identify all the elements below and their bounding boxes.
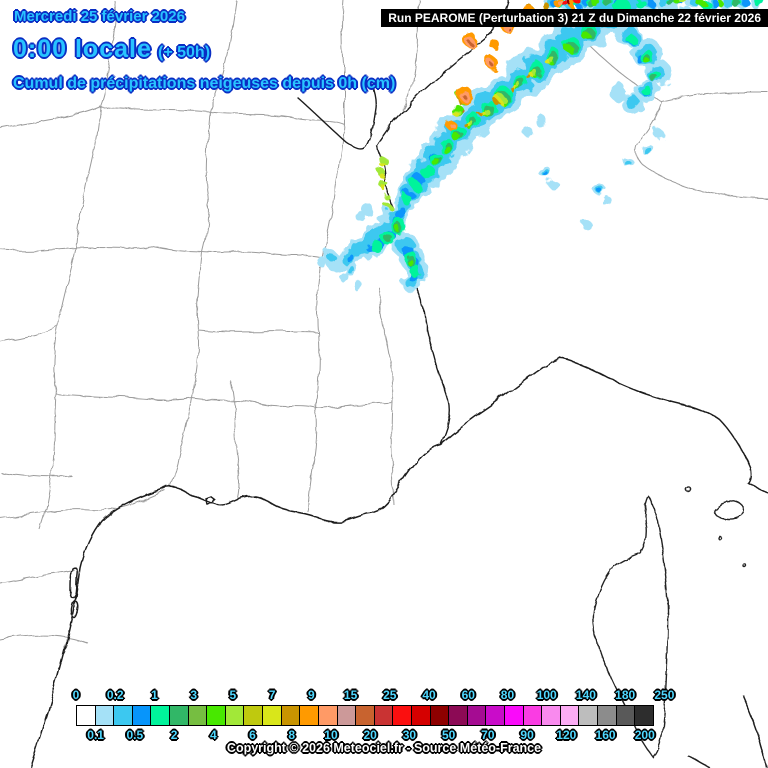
legend-cell	[541, 705, 561, 726]
legend-label: 10	[324, 728, 338, 742]
department-borders	[0, 0, 768, 644]
legend-label: 40	[422, 688, 436, 702]
legend-label: 0.2	[106, 688, 124, 702]
legend-label: 1	[151, 688, 158, 702]
legend-cell	[206, 705, 226, 726]
legend-label: 0	[72, 688, 80, 702]
small-island	[741, 562, 747, 568]
snow-precipitation-overlay	[317, 0, 765, 291]
legend-cell	[615, 705, 636, 726]
legend-label: 200	[634, 728, 655, 742]
country-border	[297, 0, 509, 445]
legend-cell	[448, 705, 468, 726]
legend-label: 90	[520, 728, 534, 742]
forecast-offset: (+ 50h)	[158, 44, 211, 61]
coastal-lagoon	[69, 566, 78, 599]
legend-label: 50	[441, 728, 456, 742]
legend-cell	[299, 705, 319, 726]
legend-cell	[634, 705, 654, 726]
map-subtitle: Cumul de précipitations neigeuses depuis…	[13, 75, 396, 92]
copyright-text: Copyright © 2026 Meteociel.fr - Source M…	[226, 741, 542, 755]
model-run-banner: Run PEAROME (Perturbation 3) 21 Z du Dim…	[381, 9, 768, 27]
legend-label: 20	[363, 728, 377, 742]
rhone-delta	[205, 496, 216, 506]
legend-label: 160	[595, 728, 616, 742]
legend-cell	[243, 705, 264, 726]
legend-cell	[485, 705, 506, 726]
legend-cell	[169, 705, 189, 726]
legend-cell	[94, 705, 115, 726]
legend-label: 5	[229, 688, 237, 702]
legend-cell	[429, 705, 450, 726]
snow-scale-legend	[76, 705, 654, 726]
islands	[592, 485, 747, 759]
legend-cell	[392, 705, 412, 726]
legend-label: 3	[190, 688, 198, 702]
legend-cell	[76, 705, 96, 726]
legend-cell	[131, 705, 152, 726]
legend-cell	[336, 705, 357, 726]
legend-cell	[410, 705, 431, 726]
coastline	[29, 357, 768, 768]
legend-label: 9	[308, 688, 315, 702]
legend-label: 7	[268, 688, 276, 702]
legend-label: 30	[402, 728, 417, 742]
legend-cell	[559, 705, 580, 726]
legend-cell	[224, 705, 245, 726]
corsica	[592, 495, 669, 759]
legend-label: 100	[536, 688, 557, 702]
legend-label: 70	[481, 728, 495, 742]
legend-label: 120	[556, 728, 577, 742]
legend-label: 2	[170, 728, 178, 742]
mediterranean-coast	[29, 357, 768, 768]
legend-cell	[522, 705, 543, 726]
elba-island	[713, 501, 746, 520]
legend-label: 4	[209, 728, 217, 742]
legend-cell	[262, 705, 282, 726]
legend-label: 250	[654, 688, 675, 702]
small-island	[717, 535, 723, 541]
legend-label: 8	[288, 728, 296, 742]
legend-cell	[504, 705, 524, 726]
legend-cell	[150, 705, 171, 726]
legend-label: 0.5	[126, 728, 144, 742]
forecast-date: Mercredi 25 février 2026	[14, 8, 185, 25]
legend-cell	[317, 705, 338, 726]
capraia-island	[684, 485, 692, 493]
legend-cell	[280, 705, 301, 726]
legend-label: 180	[615, 688, 636, 702]
legend-label: 0.1	[87, 728, 104, 742]
legend-cell	[578, 705, 599, 726]
legend-label: 15	[343, 688, 358, 702]
legend-label: 80	[500, 688, 515, 702]
legend-label: 60	[461, 688, 475, 702]
legend-cell	[373, 705, 394, 726]
coastal-lagoon	[71, 600, 79, 619]
legend-label: 140	[575, 688, 596, 702]
legend-cell	[187, 705, 208, 726]
legend-cell	[466, 705, 487, 726]
legend-cell	[113, 705, 133, 726]
legend-cell	[355, 705, 375, 726]
italian-coast-south	[741, 693, 768, 768]
forecast-time: 0:00 locale	[13, 35, 152, 63]
italian-coast-south	[687, 755, 711, 768]
legend-label: 6	[249, 728, 256, 742]
legend-label: 25	[383, 688, 397, 702]
legend-cell	[597, 705, 617, 726]
